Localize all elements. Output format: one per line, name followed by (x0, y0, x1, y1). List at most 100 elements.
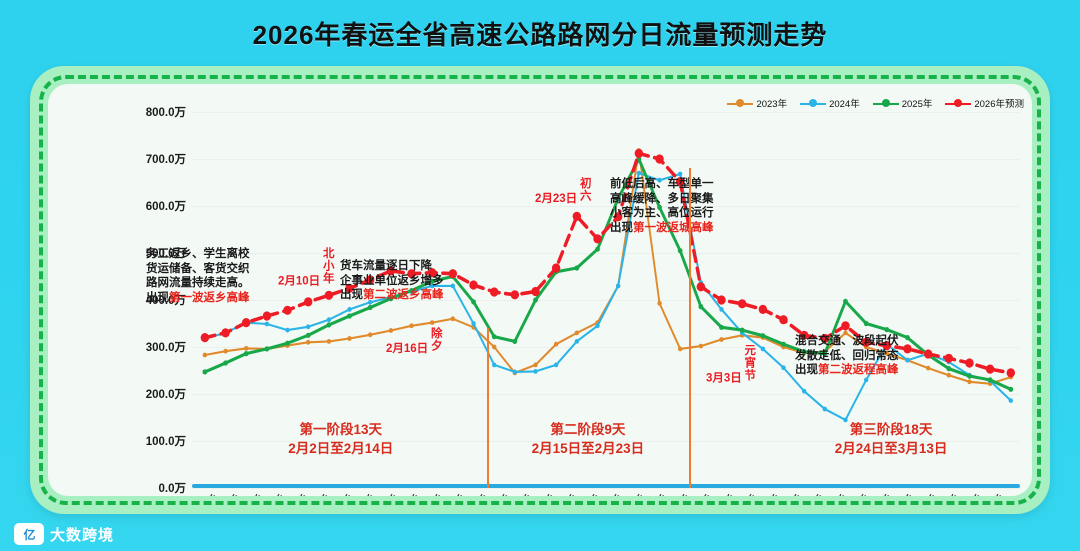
data-point[interactable] (967, 373, 972, 379)
data-point[interactable] (367, 332, 373, 338)
data-point[interactable] (388, 328, 394, 333)
data-point[interactable] (450, 283, 456, 289)
data-point[interactable] (820, 333, 830, 344)
data-point[interactable] (430, 283, 435, 289)
legend-item[interactable]: 2025年 (872, 96, 932, 110)
data-point[interactable] (305, 339, 311, 345)
data-point[interactable] (241, 318, 251, 328)
data-point[interactable] (326, 317, 332, 323)
data-point[interactable] (512, 338, 518, 344)
legend-item[interactable]: 2026年预测 (945, 96, 1024, 110)
data-point[interactable] (696, 282, 706, 292)
data-point[interactable] (202, 352, 208, 358)
data-point[interactable] (533, 369, 538, 374)
data-point[interactable] (1008, 398, 1014, 403)
data-point[interactable] (243, 346, 249, 351)
data-point[interactable] (572, 211, 582, 221)
data-point[interactable] (303, 297, 313, 307)
data-point[interactable] (758, 304, 768, 314)
data-point[interactable] (202, 369, 208, 375)
data-point[interactable] (574, 265, 580, 271)
data-point[interactable] (491, 334, 497, 340)
data-point[interactable] (861, 337, 871, 347)
data-point[interactable] (492, 362, 497, 368)
data-point[interactable] (760, 333, 766, 339)
data-point[interactable] (200, 333, 210, 343)
data-point[interactable] (551, 263, 561, 273)
data-point[interactable] (347, 336, 352, 341)
data-point[interactable] (305, 332, 311, 338)
data-point[interactable] (615, 283, 621, 289)
data-point[interactable] (533, 362, 538, 368)
data-point[interactable] (553, 341, 559, 347)
data-point[interactable] (409, 323, 414, 329)
data-point[interactable] (946, 372, 951, 378)
data-point[interactable] (615, 195, 621, 202)
data-point[interactable] (285, 340, 290, 346)
data-point[interactable] (367, 304, 373, 311)
data-point[interactable] (719, 324, 724, 330)
data-point[interactable] (427, 268, 437, 278)
data-point[interactable] (884, 351, 889, 356)
data-point[interactable] (799, 330, 809, 340)
data-point[interactable] (489, 287, 499, 297)
data-point[interactable] (779, 315, 788, 325)
data-point[interactable] (595, 323, 600, 329)
data-point[interactable] (636, 170, 642, 176)
data-point[interactable] (781, 341, 786, 347)
data-point[interactable] (407, 269, 416, 279)
data-point[interactable] (882, 341, 892, 351)
data-point[interactable] (593, 234, 602, 244)
data-point[interactable] (905, 335, 910, 341)
data-point[interactable] (450, 316, 456, 322)
data-point[interactable] (574, 330, 580, 336)
data-point[interactable] (841, 321, 850, 331)
data-point[interactable] (243, 351, 249, 357)
data-point[interactable] (595, 246, 600, 252)
legend-item[interactable]: 2024年 (800, 96, 860, 110)
data-point[interactable] (985, 364, 995, 374)
data-point[interactable] (223, 360, 228, 366)
data-point[interactable] (221, 328, 230, 338)
data-point[interactable] (657, 177, 662, 183)
data-point[interactable] (285, 327, 290, 333)
data-point[interactable] (326, 322, 332, 328)
data-point[interactable] (822, 351, 828, 357)
data-point[interactable] (843, 330, 848, 336)
data-point[interactable] (471, 299, 476, 305)
data-point[interactable] (429, 278, 435, 284)
data-point[interactable] (737, 299, 747, 309)
data-point[interactable] (1008, 386, 1014, 392)
data-point[interactable] (510, 290, 520, 300)
data-point[interactable] (553, 362, 559, 368)
data-point[interactable] (781, 365, 786, 371)
data-point[interactable] (223, 348, 228, 354)
data-point[interactable] (965, 358, 974, 368)
data-point[interactable] (944, 353, 954, 363)
data-point[interactable] (987, 377, 993, 383)
data-point[interactable] (677, 171, 683, 177)
data-point[interactable] (574, 339, 580, 344)
data-point[interactable] (884, 327, 890, 333)
data-point[interactable] (719, 337, 724, 342)
data-point[interactable] (677, 248, 683, 254)
data-point[interactable] (613, 212, 623, 222)
data-point[interactable] (305, 324, 311, 330)
data-point[interactable] (843, 298, 848, 304)
data-point[interactable] (409, 288, 414, 294)
data-point[interactable] (367, 299, 373, 305)
data-point[interactable] (264, 346, 270, 352)
data-point[interactable] (739, 327, 745, 333)
data-point[interactable] (717, 295, 726, 305)
data-point[interactable] (283, 305, 292, 315)
data-point[interactable] (531, 286, 540, 297)
data-point[interactable] (863, 377, 869, 383)
data-point[interactable] (925, 365, 931, 371)
data-point[interactable] (448, 269, 458, 279)
data-point[interactable] (347, 307, 352, 312)
data-point[interactable] (698, 304, 704, 310)
data-point[interactable] (347, 313, 352, 319)
data-point[interactable] (801, 388, 807, 394)
data-point[interactable] (634, 148, 644, 158)
data-point[interactable] (905, 357, 910, 363)
